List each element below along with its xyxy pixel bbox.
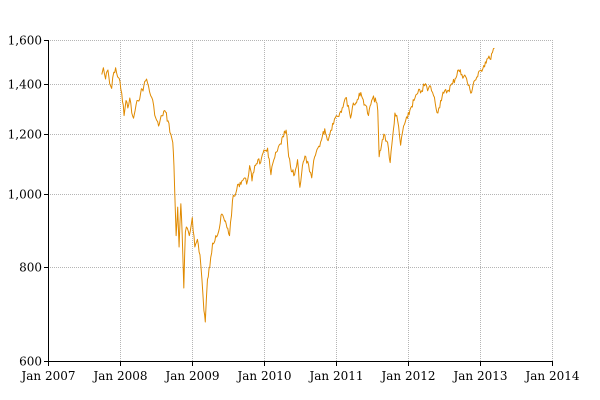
- grid-lines: [48, 40, 553, 361]
- y-tick-label: 1,000: [8, 188, 42, 202]
- y-tick-label: 600: [19, 355, 42, 369]
- x-tick-label: Jan 2013: [451, 369, 507, 383]
- y-tick-label: 1,200: [8, 128, 42, 142]
- y-tick-label: 800: [19, 261, 42, 275]
- tick-labels: 600 800 1,000 1,200 1,400 1,600 Jan 2007 Jan 20…: [8, 34, 580, 384]
- x-tick-label: Jan 2009: [163, 369, 219, 383]
- x-tick-label: Jan 2014: [523, 369, 579, 383]
- x-tick-label: Jan 2011: [307, 369, 363, 383]
- series-line: [101, 47, 495, 323]
- x-tick-label: Jan 2008: [91, 369, 147, 383]
- tick-marks: [44, 40, 553, 366]
- series-layer: [101, 47, 495, 323]
- x-tick-label: Jan 2012: [379, 369, 435, 383]
- y-tick-label: 1,400: [8, 78, 42, 92]
- x-tick-label: Jan 2010: [235, 369, 291, 383]
- axes: [48, 40, 553, 362]
- x-tick-label: Jan 2007: [19, 369, 75, 383]
- y-tick-label: 1,600: [8, 34, 42, 48]
